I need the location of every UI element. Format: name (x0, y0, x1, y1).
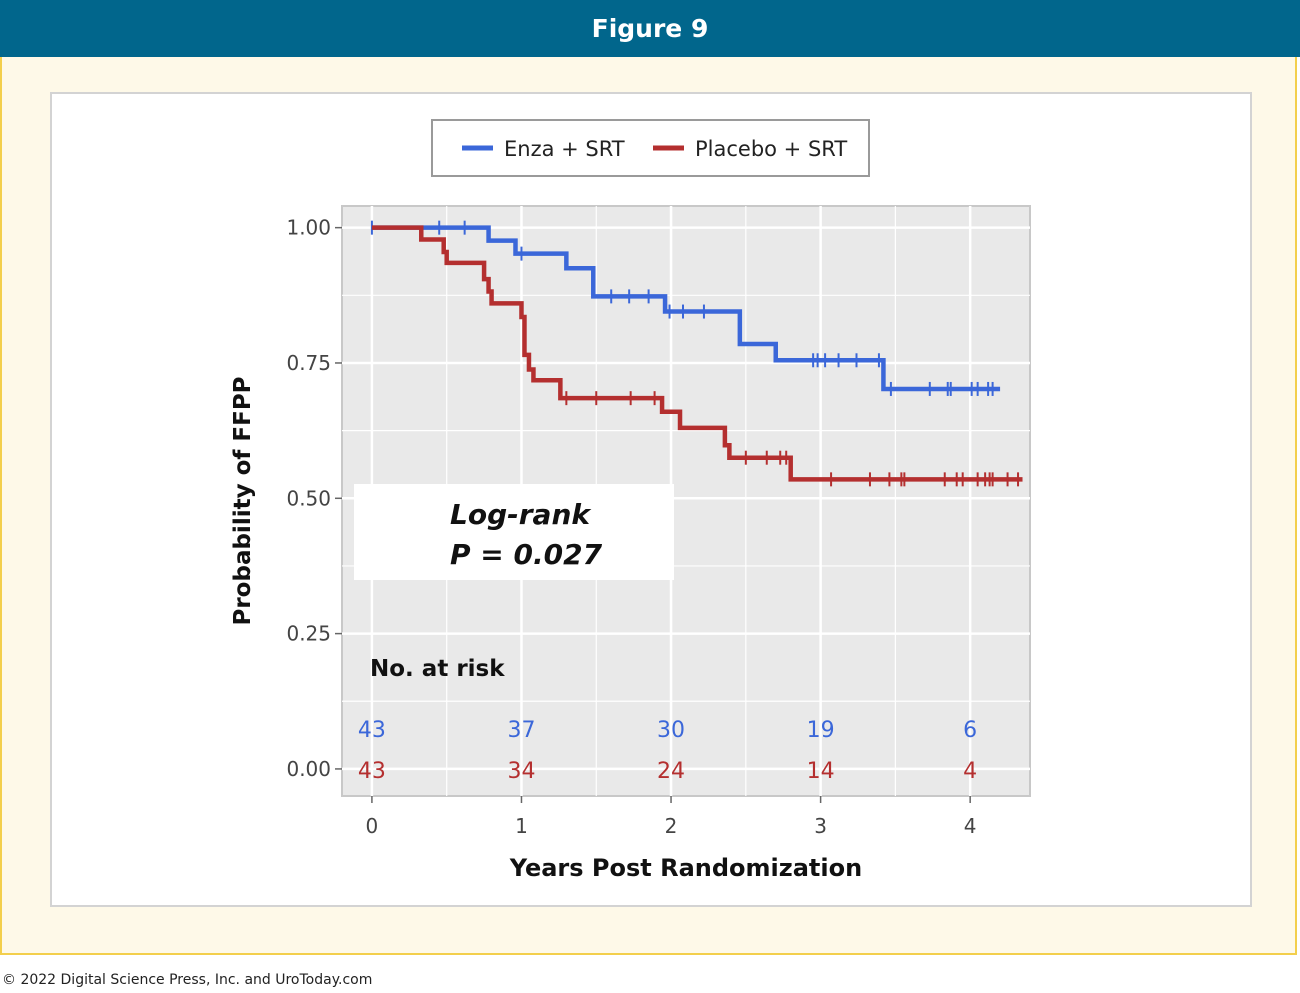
logrank-pvalue: P = 0.027 (450, 538, 603, 571)
y-tick-label: 0.75 (286, 351, 331, 375)
chart-panel: 0.00 0.25 0.50 0.75 1.00 0 1 2 3 4 Years Post Rand… (50, 92, 1252, 907)
risk-count: 34 (507, 759, 535, 784)
risk-count: 4 (963, 759, 977, 784)
figure-title: Figure 9 (591, 14, 709, 43)
risk-count: 6 (963, 718, 977, 743)
figure-header: Figure 9 (0, 0, 1300, 57)
risk-count: 24 (657, 759, 685, 784)
x-tick-label: 2 (665, 814, 678, 838)
x-tick-label: 1 (515, 814, 528, 838)
legend-label-placebo: Placebo + SRT (695, 137, 847, 161)
x-tick-label: 4 (964, 814, 977, 838)
x-tick-label: 3 (814, 814, 827, 838)
y-tick-label: 0.25 (286, 622, 331, 646)
x-tick-label: 0 (366, 814, 379, 838)
logrank-title: Log-rank (450, 498, 592, 531)
copyright-footer: © 2022 Digital Science Press, Inc. and U… (2, 972, 373, 988)
risk-count: 43 (358, 718, 386, 743)
risk-count: 30 (657, 718, 685, 743)
y-tick-label: 1.00 (286, 216, 331, 240)
risk-count: 14 (807, 759, 835, 784)
y-axis-title: Probability of FFPP (230, 376, 256, 625)
risk-count: 19 (807, 718, 835, 743)
logrank-box (354, 484, 674, 580)
x-axis-title: Years Post Randomization (509, 854, 862, 882)
series-line-placebo (371, 225, 1023, 482)
y-tick-label: 0.00 (286, 757, 331, 781)
y-tick-label: 0.50 (286, 486, 331, 510)
risk-count: 37 (507, 718, 535, 743)
risk-count: 43 (358, 759, 386, 784)
risk-table-title: No. at risk (370, 656, 505, 682)
legend-box (431, 119, 870, 177)
legend-label-enza: Enza + SRT (504, 137, 625, 161)
